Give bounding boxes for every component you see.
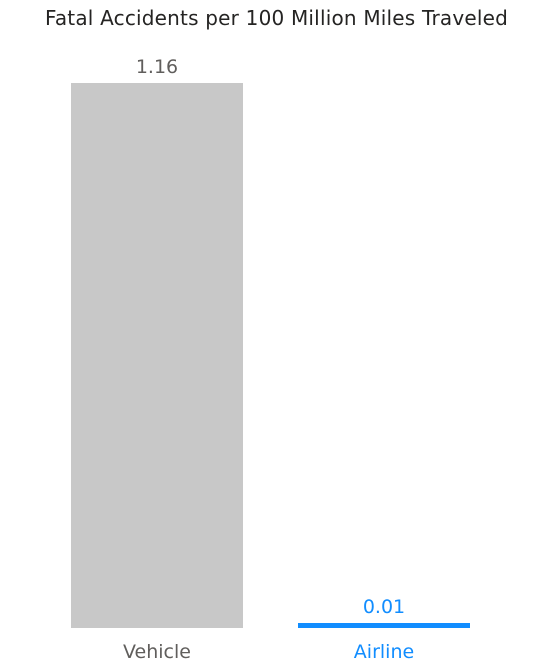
x-tick-label-vehicle: Vehicle: [123, 641, 191, 663]
data-label-airline: 0.01: [363, 596, 405, 618]
data-label-vehicle: 1.16: [136, 56, 178, 78]
chart-title: Fatal Accidents per 100 Million Miles Tr…: [44, 6, 509, 30]
x-tick-label-airline: Airline: [354, 641, 414, 663]
bar-vehicle[interactable]: [71, 83, 243, 628]
bar-airline[interactable]: [298, 623, 470, 628]
